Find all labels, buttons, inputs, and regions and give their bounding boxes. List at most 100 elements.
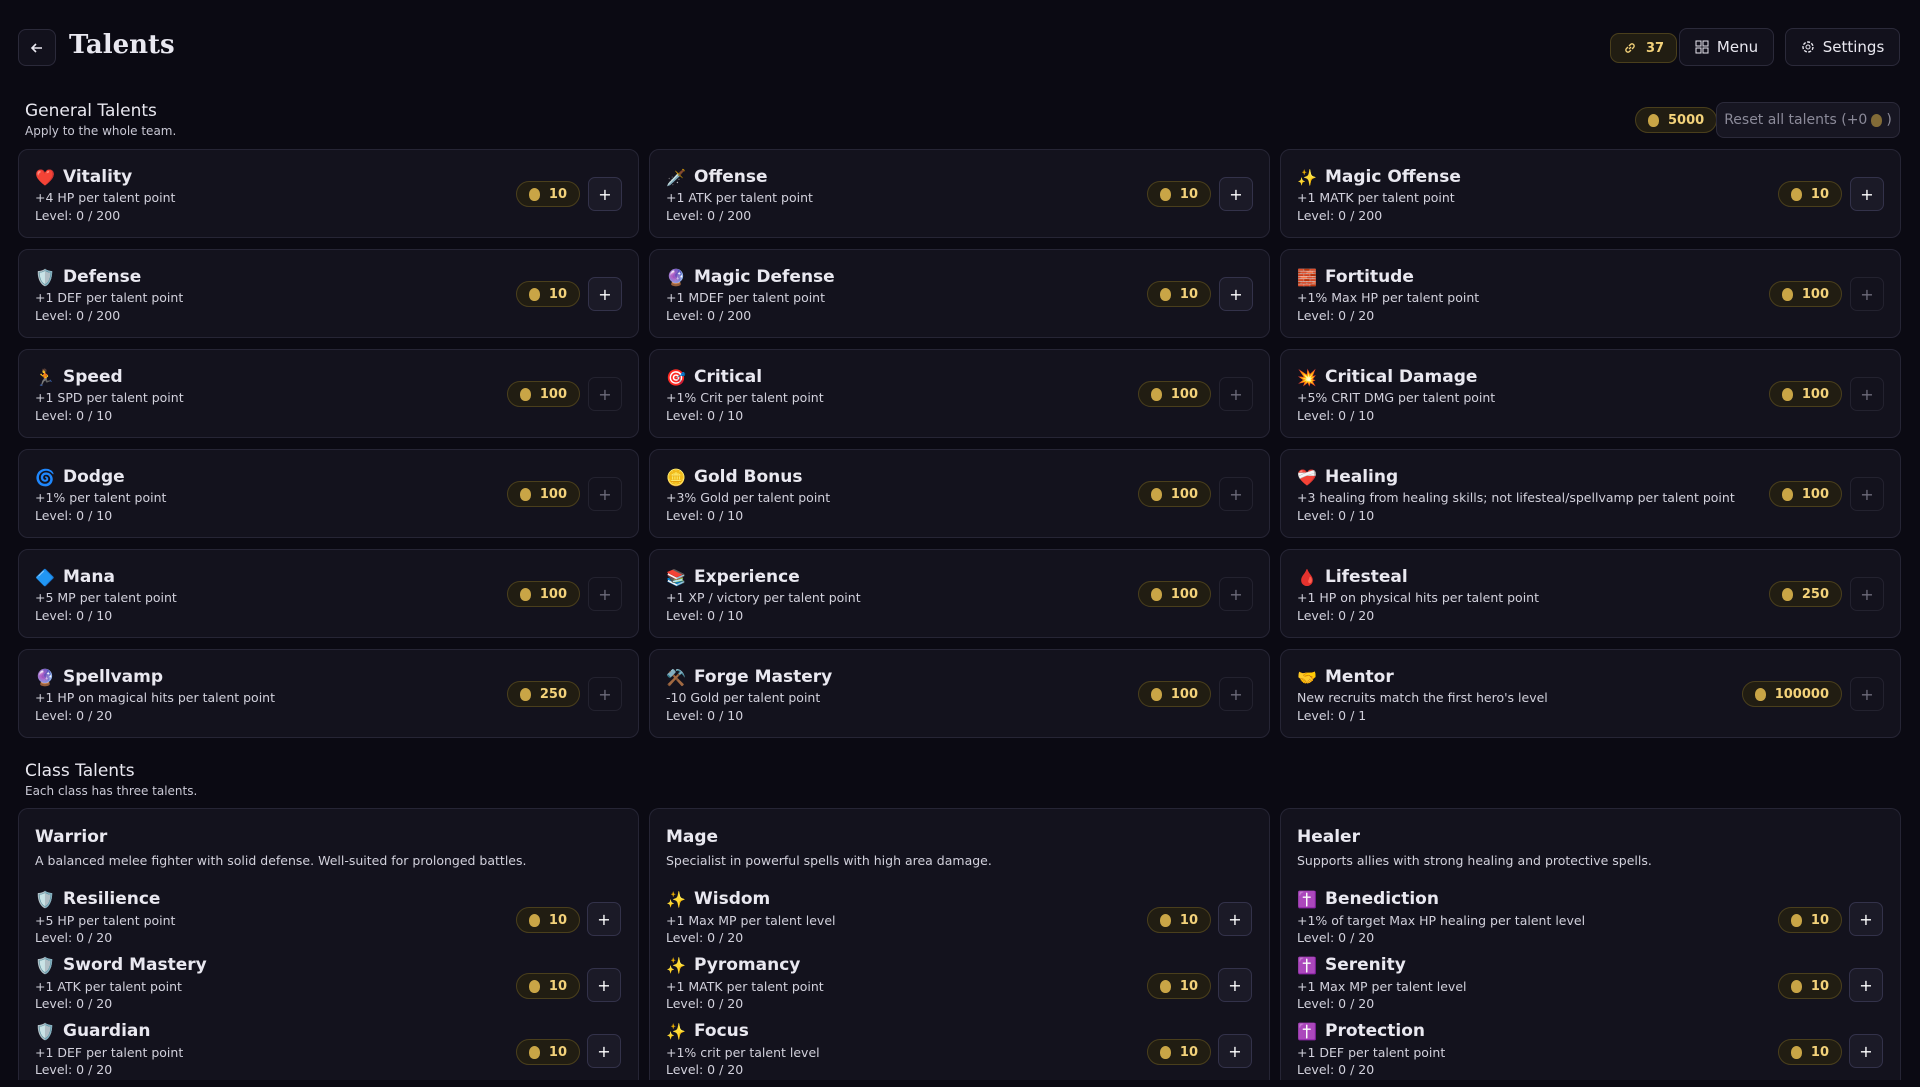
settings-button[interactable]: Settings (1785, 28, 1900, 66)
add-point-button[interactable]: + (588, 277, 622, 311)
gold-icon (1159, 913, 1171, 927)
add-point-button[interactable]: + (587, 1034, 621, 1068)
talent-name-row: 🩸 Lifesteal (1297, 567, 1408, 587)
class-talent-row: ✝️ Serenity +1 Max MP per talent level Leve… (1281, 955, 1900, 1021)
talent-cost: 10 (1777, 181, 1842, 207)
add-point-button[interactable]: + (1850, 177, 1884, 211)
links-counter: 37 (1610, 33, 1678, 63)
talent-cost-value: 250 (1801, 586, 1829, 602)
class-card: Mage Specialist in powerful spells with h… (649, 808, 1270, 1080)
talent-name: Spellvamp (63, 667, 164, 687)
talent-icon: 🎯 (666, 367, 686, 387)
add-point-button[interactable]: + (1850, 477, 1884, 511)
add-point-button[interactable]: + (1849, 1034, 1883, 1068)
talent-level: Level: 0 / 10 (666, 608, 744, 623)
menu-button[interactable]: Menu (1679, 28, 1774, 66)
class-name: Mage (666, 827, 719, 847)
talent-name: Serenity (1325, 955, 1406, 975)
add-point-button[interactable]: + (1850, 377, 1884, 411)
talent-description: +1 Max MP per talent level (666, 913, 836, 928)
talent-name-row: 🛡️ Defense (35, 267, 141, 287)
back-button[interactable] (18, 29, 56, 66)
talent-cost-value: 100 (1801, 486, 1829, 502)
talent-cost-value: 100 (1170, 686, 1198, 702)
gold-icon (1159, 187, 1171, 201)
add-point-button[interactable]: + (1850, 677, 1884, 711)
talent-name-row: ❤️‍🩹 Healing (1297, 467, 1398, 487)
gold-icon (528, 979, 540, 993)
add-point-button[interactable]: + (1219, 577, 1253, 611)
add-point-button[interactable]: + (588, 477, 622, 511)
add-point-button[interactable]: + (1850, 277, 1884, 311)
talent-cost: 100 (1137, 481, 1211, 507)
gold-icon (1790, 187, 1802, 201)
talent-cost-value: 10 (1810, 1044, 1829, 1060)
talent-description: -10 Gold per talent point (666, 690, 821, 705)
add-point-button[interactable]: + (1218, 902, 1252, 936)
add-point-button[interactable]: + (1218, 968, 1252, 1002)
add-point-button[interactable]: + (1849, 902, 1883, 936)
talent-name-row: 🔮 Spellvamp (35, 667, 163, 687)
gold-icon (1781, 487, 1793, 501)
add-point-button[interactable]: + (587, 968, 621, 1002)
talent-level: Level: 0 / 20 (35, 708, 113, 723)
gold-icon (528, 287, 540, 301)
add-point-button[interactable]: + (587, 902, 621, 936)
talent-name: Focus (694, 1021, 749, 1041)
reset-button[interactable]: Reset all talents (+0) (1716, 102, 1900, 138)
add-point-button[interactable]: + (1219, 177, 1253, 211)
talent-level: Level: 0 / 10 (1297, 508, 1375, 523)
talent-name: Speed (63, 367, 123, 387)
add-point-button[interactable]: + (1219, 477, 1253, 511)
talent-cost: 10 (515, 181, 580, 207)
gold-icon (1150, 587, 1162, 601)
gold-icon (1790, 1045, 1802, 1059)
talent-level: Level: 0 / 10 (666, 408, 744, 423)
talent-name: Protection (1325, 1021, 1425, 1041)
add-point-button[interactable]: + (1218, 1034, 1252, 1068)
talent-description: +1 SPD per talent point (35, 390, 184, 405)
talent-cost-value: 100 (1801, 386, 1829, 402)
add-point-button[interactable]: + (1219, 377, 1253, 411)
talent-icon: 🔮 (35, 667, 55, 687)
talent-name: Vitality (63, 167, 133, 187)
talent-icon: 📚 (666, 567, 686, 587)
add-point-button[interactable]: + (1219, 677, 1253, 711)
add-point-button[interactable]: + (588, 377, 622, 411)
talent-cost: 10 (1777, 973, 1842, 999)
add-point-button[interactable]: + (588, 177, 622, 211)
talent-cost: 10 (515, 907, 580, 933)
talent-name: Dodge (63, 467, 125, 487)
add-point-button[interactable]: + (1850, 577, 1884, 611)
talent-cost-value: 10 (1179, 286, 1198, 302)
talent-icon: ✝️ (1297, 955, 1317, 975)
gold-icon (519, 687, 531, 701)
add-point-button[interactable]: + (1219, 277, 1253, 311)
general-talents-grid: ❤️ Vitality +4 HP per talent point Level: 0… (18, 149, 1901, 738)
class-name: Warrior (35, 827, 108, 847)
class-card: Healer Supports allies with strong healin… (1280, 808, 1901, 1080)
talent-name: Experience (694, 567, 800, 587)
talent-cost: 10 (515, 973, 580, 999)
class-talent-row: ✝️ Benediction +1% of target Max HP healin… (1281, 889, 1900, 955)
talent-card: 🔮 Magic Defense +1 MDEF per talent point Le… (649, 249, 1270, 338)
add-point-button[interactable]: + (1849, 968, 1883, 1002)
section-subtitle: Apply to the whole team. (25, 124, 177, 138)
add-point-button[interactable]: + (588, 577, 622, 611)
section-subtitle: Each class has three talents. (25, 784, 198, 798)
talent-card: ❤️‍🩹 Healing +3 healing from healing skill… (1280, 449, 1901, 538)
gold-icon (519, 487, 531, 501)
talent-card: 🛡️ Defense +1 DEF per talent point Level: 0… (18, 249, 639, 338)
talent-cost: 10 (1146, 181, 1211, 207)
talent-name-row: 🛡️ Guardian (35, 1021, 150, 1041)
talent-level: Level: 0 / 10 (666, 508, 744, 523)
gold-icon (1150, 487, 1162, 501)
talent-icon: 🏃 (35, 367, 55, 387)
talent-cost-value: 10 (1810, 186, 1829, 202)
talent-name: Defense (63, 267, 142, 287)
talent-description: +3 healing from healing skills; not life… (1297, 490, 1735, 505)
gold-icon (519, 387, 531, 401)
talent-cost-value: 10 (1179, 912, 1198, 928)
talent-name-row: 🏃 Speed (35, 367, 123, 387)
add-point-button[interactable]: + (588, 677, 622, 711)
